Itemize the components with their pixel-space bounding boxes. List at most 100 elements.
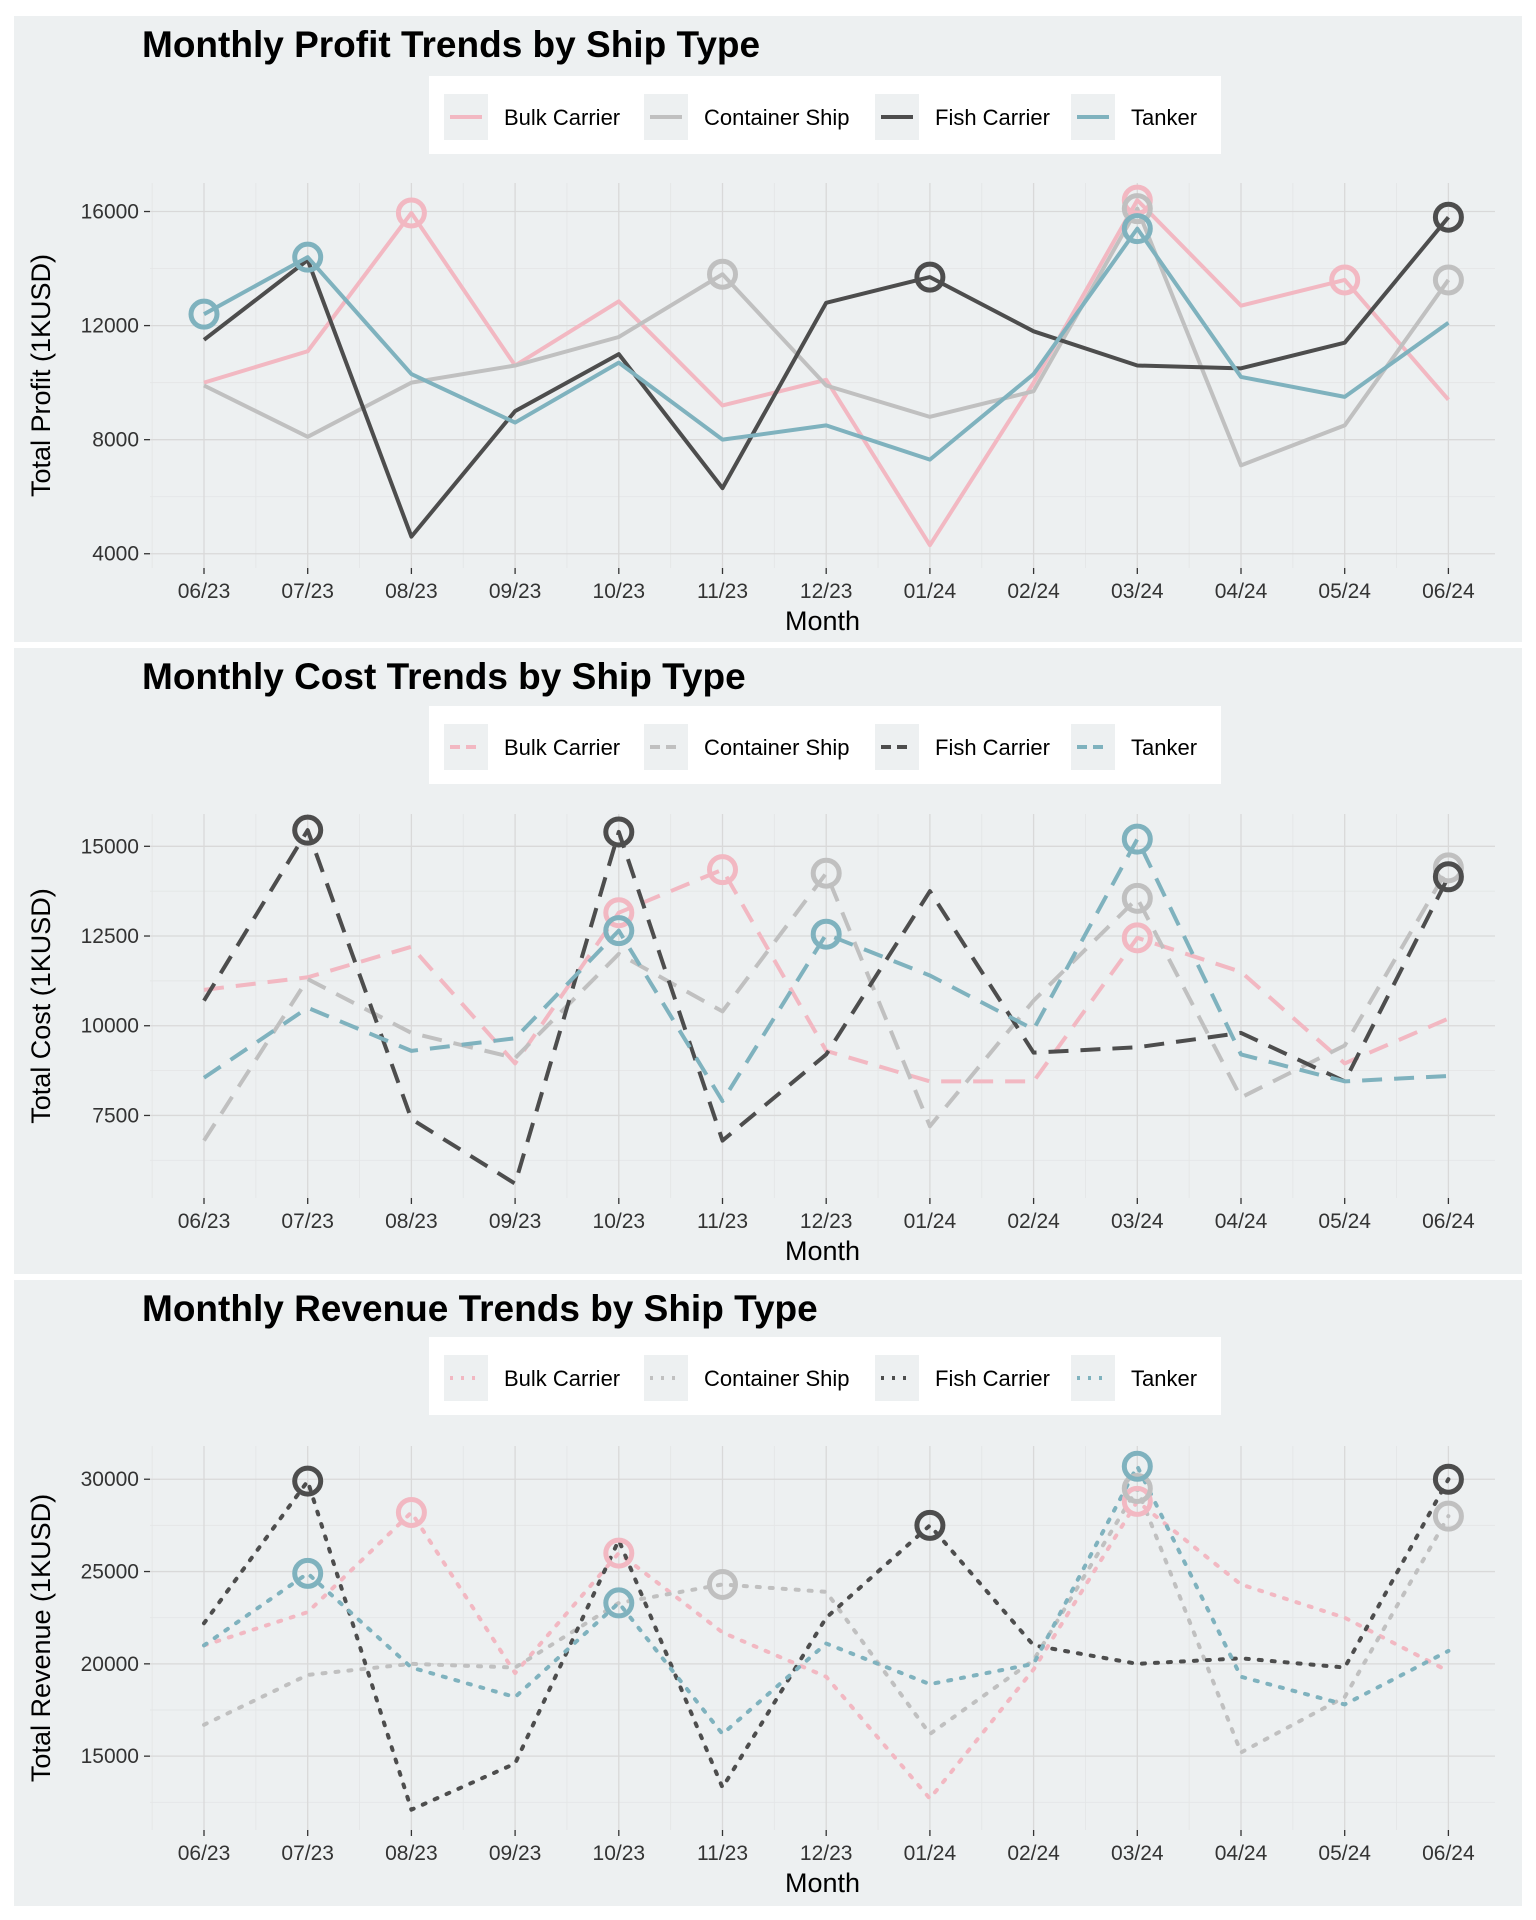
plot-area (202, 1450, 1464, 1812)
chart-title: Monthly Cost Trends by Ship Type (142, 656, 746, 697)
highlight-marker (914, 1509, 946, 1541)
legend-label: Container Ship (704, 105, 850, 130)
x-tick-label: 01/24 (904, 1210, 957, 1233)
legend: Bulk Carrier Container Ship Fish Carrier Ta… (429, 706, 1221, 784)
legend-label: Bulk Carrier (504, 1366, 620, 1391)
x-tick-label: 03/24 (1111, 1210, 1164, 1233)
legend: Bulk Carrier Container Ship Fish Carrier Ta… (429, 76, 1221, 154)
x-axis: 06/23 07/23 08/23 09/23 10/23 11/23 12/23 01/24… (178, 1830, 1475, 1898)
legend-item: Bulk Carrier (444, 1355, 620, 1401)
highlight-marker (707, 258, 738, 290)
y-tick-label: 12500 (81, 925, 139, 948)
highlight-marker (1432, 201, 1464, 233)
highlight-marker (1121, 1450, 1153, 1482)
series-line-fish-carrier (202, 828, 1451, 1186)
y-axis: 4000 8000 12000 16000 Total Profit (1KUSD) (26, 201, 150, 566)
y-tick-label: 15000 (81, 835, 139, 858)
y-tick-label: 10000 (81, 1015, 139, 1038)
x-tick-label: 04/24 (1215, 1842, 1268, 1865)
legend-item: Bulk Carrier (444, 724, 620, 770)
highlight-marker (292, 1557, 324, 1589)
highlight-marker (1329, 264, 1361, 296)
x-tick-label: 07/23 (281, 1210, 334, 1233)
plot-area (202, 814, 1464, 1186)
legend-item: Tanker (1071, 94, 1197, 140)
x-tick-label: 10/23 (593, 1842, 646, 1865)
x-axis-label: Month (785, 1236, 860, 1266)
highlight-marker (1121, 1472, 1153, 1504)
legend-label: Fish Carrier (935, 735, 1050, 760)
y-axis: 7500 10000 12500 15000 Total Cost (1KUSD) (26, 835, 150, 1127)
legend-item: Fish Carrier (875, 1355, 1050, 1401)
x-tick-label: 04/24 (1215, 1210, 1268, 1233)
y-tick-label: 20000 (81, 1653, 139, 1676)
highlight-marker (395, 197, 427, 229)
chart-panel-2: Monthly Cost Trends by Ship Type Bulk Car… (14, 648, 1522, 1274)
highlight-marker (603, 1537, 635, 1569)
y-tick-label: 7500 (92, 1104, 139, 1127)
series-line-tanker (203, 226, 1450, 462)
chart-title: Monthly Revenue Trends by Ship Type (142, 1288, 818, 1329)
highlight-marker (292, 1465, 324, 1497)
chart-title: Monthly Profit Trends by Ship Type (142, 24, 760, 65)
x-tick-label: 05/24 (1318, 580, 1371, 603)
x-tick-label: 06/23 (178, 1210, 231, 1233)
grid (150, 183, 1495, 568)
series-line-fish-carrier (202, 215, 1450, 539)
x-tick-label: 06/24 (1422, 1842, 1475, 1865)
legend-item: Container Ship (644, 1355, 850, 1401)
highlight-marker (914, 261, 946, 293)
series-line-tanker (202, 1464, 1451, 1736)
x-tick-label: 07/23 (281, 1842, 334, 1865)
x-axis: 06/23 07/23 08/23 09/23 10/23 11/23 12/23 01/24… (178, 568, 1475, 636)
x-tick-label: 08/23 (385, 1842, 438, 1865)
legend-label: Bulk Carrier (504, 105, 620, 130)
highlight-marker (1432, 861, 1464, 893)
series-line-tanker (202, 837, 1449, 1104)
legend-label: Container Ship (704, 1366, 850, 1391)
legend-item: Fish Carrier (875, 94, 1050, 140)
x-tick-label: 06/23 (178, 580, 231, 603)
x-tick-label: 06/24 (1422, 1210, 1475, 1233)
highlight-marker (810, 918, 842, 950)
y-tick-label: 16000 (81, 201, 139, 224)
highlight-marker (1121, 1485, 1153, 1517)
x-tick-label: 03/24 (1111, 580, 1164, 603)
legend-label: Fish Carrier (935, 1366, 1050, 1391)
x-tick-label: 12/23 (800, 580, 853, 603)
x-tick-label: 09/23 (489, 580, 542, 603)
y-tick-label: 12000 (81, 315, 139, 338)
highlight-marker (1121, 823, 1153, 855)
highlight-marker (1121, 213, 1153, 245)
highlight-marker (603, 897, 635, 929)
highlight-marker (603, 816, 635, 848)
x-tick-label: 02/24 (1007, 1842, 1060, 1865)
legend-label: Tanker (1131, 735, 1197, 760)
grid (150, 1446, 1495, 1830)
highlight-marker (395, 1496, 427, 1528)
x-tick-label: 04/24 (1215, 580, 1268, 603)
y-tick-label: 25000 (81, 1561, 139, 1584)
highlight-marker (707, 1568, 738, 1600)
highlight-marker (292, 814, 324, 846)
x-axis: 06/23 07/23 08/23 09/23 10/23 11/23 12/23 01/24… (178, 1198, 1475, 1266)
x-tick-label: 11/23 (697, 1842, 748, 1865)
y-tick-label: 30000 (81, 1468, 139, 1491)
highlight-marker (292, 241, 324, 273)
x-tick-label: 06/23 (178, 1842, 231, 1865)
highlight-marker (1121, 882, 1153, 914)
highlight-marker (1432, 1500, 1464, 1532)
highlight-marker (1121, 193, 1153, 225)
x-tick-label: 01/24 (904, 1842, 957, 1865)
highlight-marker (603, 1587, 635, 1619)
y-axis-label: Total Revenue (1KUSD) (26, 1494, 56, 1782)
series-line-container-ship (202, 1486, 1451, 1755)
series-line-container-ship (203, 206, 1451, 468)
series-line-fish-carrier (202, 1477, 1451, 1812)
y-tick-label: 8000 (92, 429, 139, 452)
highlight-marker (1121, 184, 1153, 216)
x-tick-label: 01/24 (904, 580, 957, 603)
x-axis-label: Month (785, 606, 860, 636)
highlight-marker (1432, 264, 1464, 296)
